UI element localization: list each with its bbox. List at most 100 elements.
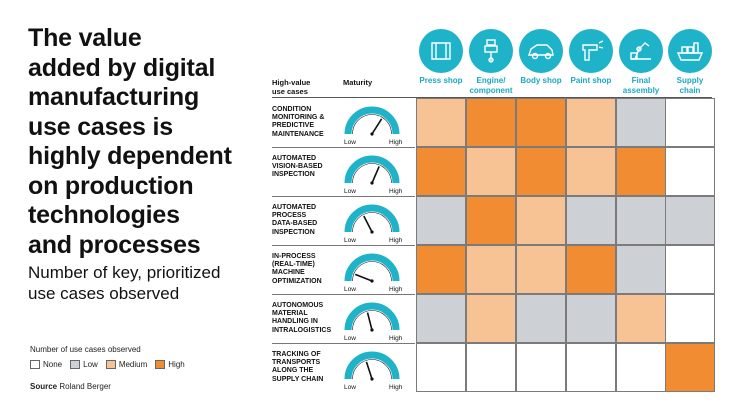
gauge-needle [371,166,380,184]
heatmap-cell [616,196,666,245]
maturity-gauge: Low High [340,149,412,197]
engine-icon [469,29,513,73]
gauge-hub [370,181,374,185]
heatmap-cell [665,245,715,294]
gauge-low-label: Low [344,335,356,342]
legend-swatch-high [155,360,166,369]
gauge-arc [344,106,400,135]
spray-gun-icon [569,29,613,73]
gauge-low-label: Low [344,139,356,146]
legend-swatch-medium [105,360,116,369]
heatmap-cell [466,196,516,245]
column-label: Supply chain [676,76,704,95]
row-divider [272,196,415,197]
gauge-hub [370,230,374,234]
car-body-icon [519,29,563,73]
gauge-low-label: Low [344,286,356,293]
heatmap-cell [466,245,516,294]
heatmap-cell [616,343,666,392]
heatmap-cell [566,98,616,147]
heatmap-cell [665,343,715,392]
gauge-high-label: High [389,237,403,244]
gauge-high-label: High [389,139,403,146]
gauge-high-label: High [389,188,403,195]
chart-subtitle: Number of key, prioritized use cases obs… [28,263,221,303]
legend-item-none: None [30,360,62,369]
gauge-arc [344,351,400,380]
maturity-gauge: Low High [340,100,412,148]
heatmap-cell [416,147,466,196]
press-shop-icon [419,29,463,73]
legend-item-medium: Medium [105,360,147,369]
heatmap-cell [416,98,466,147]
gauge-arc [344,155,400,184]
source-note: Source Roland Berger [30,382,111,391]
column-label: Paint shop [570,76,612,85]
header-maturity: Maturity [343,78,373,87]
maturity-gauge: Low High [340,247,412,295]
heatmap-cell [466,294,516,343]
heatmap-cell [665,98,715,147]
row-divider [272,245,415,246]
heatmap-cell [416,343,466,392]
row-divider [272,294,415,295]
maturity-gauge: Low High [340,345,412,393]
heatmap-cell [516,98,566,147]
row-label: AUTOMATED PROCESS DATA-BASED INSPECTION [272,204,318,236]
heatmap-cell [665,147,715,196]
row-label: AUTOMATED VISION-BASED INSPECTION [272,155,323,179]
legend-swatch-low [70,360,81,369]
chart-title: The value added by digital manufacturing… [28,24,232,259]
heatmap-cell [616,147,666,196]
heatmap-cell [616,98,666,147]
heatmap-cell [566,147,616,196]
header-divider [272,97,712,98]
legend-item-low: Low [70,360,98,369]
row-divider [272,147,415,148]
legend-title: Number of use cases observed [30,345,141,354]
title-block: The value added by digital manufacturing… [28,24,258,304]
gauge-arc [344,302,400,331]
row-label: TRACKING OF TRANSPORTS ALONG THE SUPPLY CHA… [272,351,324,383]
heatmap-cell [516,196,566,245]
gauge-needle [365,361,373,380]
gauge-inner-arc [352,261,392,282]
heatmap-cell [416,294,466,343]
column-label: Engine/component [469,76,513,95]
heatmap-cell [416,196,466,245]
gauge-inner-arc [352,114,392,135]
heatmap-cell [566,196,616,245]
legend: Number of use cases observed None Low Me… [30,345,185,369]
gauge-hub [370,328,374,332]
gauge-inner-arc [352,163,392,184]
heatmap-cell [466,147,516,196]
heatmap-cell [516,343,566,392]
row-label: IN-PROCESS (REAL-TIME) MACHINE OPTIMIZATION [272,253,322,285]
gauge-hub [370,279,374,283]
row-label: AUTONOMOUS MATERIAL HANDLING IN INTRALOGIST… [272,302,332,334]
header-use-cases: High-value use cases [272,78,311,96]
row-divider [272,343,415,344]
gauge-arc [344,204,400,233]
heatmap-cell [466,343,516,392]
gauge-arc [344,253,400,282]
gauge-inner-arc [352,359,392,380]
row-label: CONDITION MONITORING & PREDICTIVE MAINTENAN… [272,106,325,138]
column-label: Press shop [419,76,463,85]
heatmap-cell [665,196,715,245]
maturity-gauge: Low High [340,198,412,246]
legend-swatch-none [30,360,40,369]
heatmap-cell [616,245,666,294]
gauge-hub [370,377,374,381]
column-label: Final assembly [622,76,660,95]
cargo-ship-icon [668,29,712,73]
column-label: Body shop [520,76,562,85]
gauge-high-label: High [389,384,403,391]
gauge-low-label: Low [344,237,356,244]
heatmap-cell [416,245,466,294]
gauge-needle [363,215,373,233]
gauge-inner-arc [352,310,392,331]
heatmap-cell [616,294,666,343]
heatmap-cell [466,98,516,147]
assembly-robot-icon [619,29,663,73]
